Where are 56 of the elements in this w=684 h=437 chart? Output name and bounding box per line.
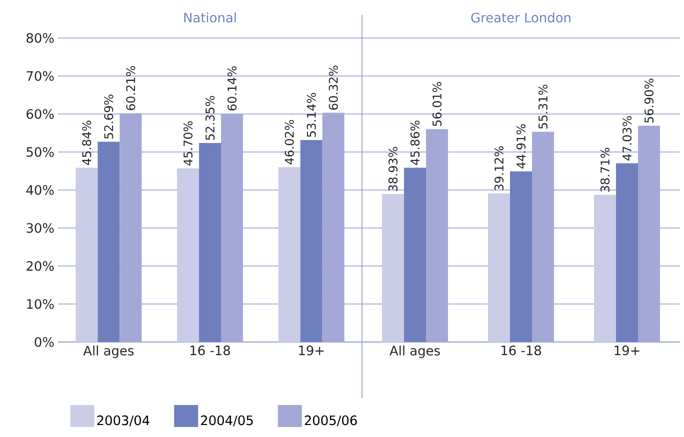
x-tick-label: 16 -18	[190, 346, 230, 356]
bar	[278, 167, 300, 342]
bar	[382, 194, 404, 342]
data-label: 56.90%	[644, 78, 654, 123]
data-label: 60.32%	[328, 66, 338, 110]
x-tick-label: All ages	[83, 346, 134, 358]
data-label: 44.91%	[516, 124, 526, 169]
bar	[322, 112, 344, 342]
y-tick-label: 40%	[26, 185, 54, 195]
data-label: 52.69%	[104, 94, 114, 139]
data-label: 46.02%	[284, 120, 294, 164]
y-tick-label: 70%	[26, 71, 54, 81]
data-label: 45.86%	[410, 120, 420, 165]
legend-label: 2003/04	[97, 415, 150, 426]
chart-title: National	[184, 12, 236, 22]
data-label: 60.21%	[126, 66, 136, 110]
data-label: 45.70%	[183, 121, 193, 166]
bar	[76, 168, 98, 342]
bar	[300, 140, 322, 342]
y-tick-label: 50%	[26, 147, 54, 157]
bar	[221, 113, 244, 342]
data-label: 53.14%	[306, 92, 316, 137]
data-label: 38.93%	[388, 146, 398, 191]
data-label: 47.03%	[622, 116, 632, 160]
data-label: 60.14%	[227, 66, 237, 110]
x-tick-label: 19+	[614, 346, 640, 356]
legend-label: 2004/05	[201, 415, 253, 426]
bar	[616, 163, 638, 342]
bar	[404, 168, 426, 342]
y-tick-label: 0%	[34, 337, 54, 347]
bar	[98, 142, 120, 342]
bar	[199, 143, 222, 342]
y-tick-label: 30%	[26, 223, 54, 233]
data-label: 52.35%	[205, 96, 215, 140]
bar	[510, 171, 532, 342]
data-label: 56.01%	[432, 82, 442, 126]
y-tick-label: 80%	[26, 33, 54, 43]
x-tick-label: 16 -18	[502, 346, 541, 356]
x-tick-label: All ages	[390, 346, 440, 358]
data-label: 39.12%	[494, 146, 504, 190]
bar	[120, 113, 142, 342]
y-tick-label: 60%	[26, 109, 54, 119]
y-tick-label: 10%	[27, 299, 54, 309]
bar	[594, 194, 616, 342]
x-tick-label: 19+	[299, 346, 324, 356]
y-tick-label: 20%	[26, 261, 54, 271]
bar	[638, 126, 660, 342]
legend-label: 2005/06	[304, 415, 357, 426]
bar	[488, 193, 510, 342]
chart-title: Greater London	[471, 12, 570, 22]
bar	[532, 132, 554, 342]
data-label: 55.31%	[538, 84, 548, 129]
data-label: 45.84%	[82, 120, 92, 166]
data-label: 38.71%	[600, 148, 610, 192]
bar	[177, 168, 200, 342]
bar	[426, 129, 448, 342]
